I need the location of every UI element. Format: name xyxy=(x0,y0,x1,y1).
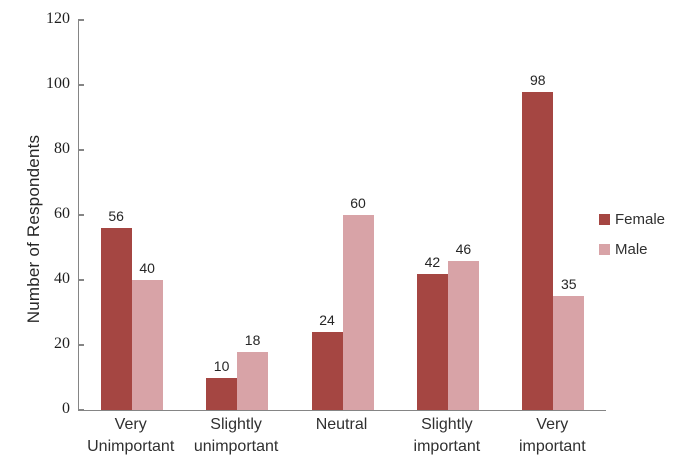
bar-value-label: 40 xyxy=(139,260,155,276)
plot-area: 56 40 10 18 24 60 42 46 98 35 xyxy=(78,20,606,411)
bar-value-label: 18 xyxy=(244,331,261,348)
legend-label: Male xyxy=(615,241,648,258)
legend-item-male: Male xyxy=(599,241,665,258)
y-tick-mark xyxy=(78,409,84,411)
x-category-label: Neutral xyxy=(315,416,368,433)
x-category-label: Very Unimportant xyxy=(87,416,175,455)
y-tick-mark xyxy=(78,149,84,151)
bar-female xyxy=(522,91,554,410)
legend-swatch-male xyxy=(599,244,610,255)
y-axis-title: Number of Respondents xyxy=(24,134,43,324)
bar-female xyxy=(100,228,132,410)
y-tick-label: 60 xyxy=(54,205,70,222)
bar-value-label: 46 xyxy=(455,240,472,257)
bar-value-label: 42 xyxy=(424,253,441,270)
y-tick-mark xyxy=(78,19,84,21)
y-tick-mark xyxy=(78,214,84,216)
bar-male xyxy=(131,280,163,410)
bar-value-label: 98 xyxy=(530,71,546,88)
bar-value-label: 56 xyxy=(108,208,124,224)
legend-item-female: Female xyxy=(599,211,665,228)
bar-male xyxy=(553,296,585,410)
bar-value-label: 60 xyxy=(350,195,366,211)
bar-value-label: 24 xyxy=(319,312,335,328)
x-category-label: Slightly important xyxy=(413,416,481,455)
y-tick-mark xyxy=(78,344,84,346)
y-tick-label: 20 xyxy=(54,335,70,352)
bar-female xyxy=(416,273,448,410)
legend-swatch-female xyxy=(599,214,610,225)
bar-male xyxy=(342,215,374,410)
bar-female xyxy=(206,377,238,410)
y-tick-label: 120 xyxy=(46,10,70,27)
bar-value-label: 35 xyxy=(561,276,577,293)
bar-male xyxy=(447,260,479,410)
bar-female xyxy=(311,332,343,410)
y-tick-mark xyxy=(78,84,84,86)
y-tick-label: 40 xyxy=(54,270,70,287)
bar-male xyxy=(237,351,269,410)
y-tick-label: 100 xyxy=(46,75,70,92)
legend: Female Male xyxy=(599,211,665,271)
bar-value-label: 10 xyxy=(213,357,230,374)
legend-label: Female xyxy=(615,211,666,228)
x-category-label: Very important xyxy=(518,416,586,455)
y-tick-mark xyxy=(78,279,84,281)
x-category-label: Slightly unimportant xyxy=(193,416,279,455)
y-tick-label: 80 xyxy=(54,140,70,157)
y-tick-label: 0 xyxy=(62,400,70,417)
